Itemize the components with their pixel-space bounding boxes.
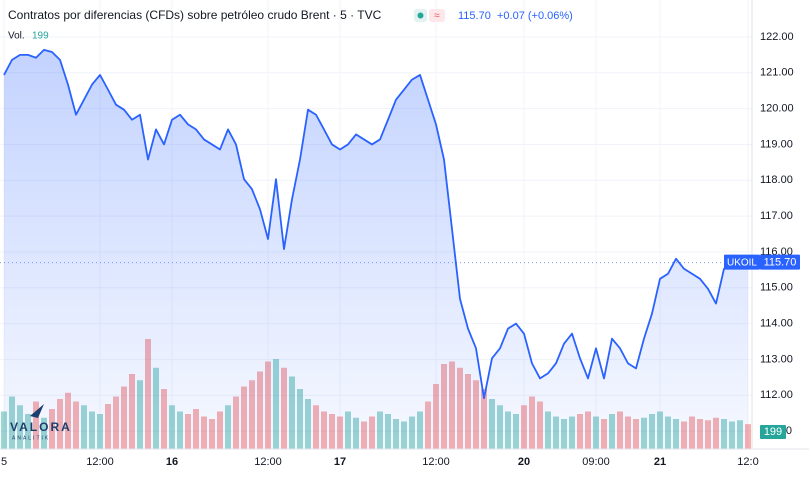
x-tick-label: 16	[166, 456, 178, 468]
price-change: +0.07 (+0.06%)	[497, 10, 573, 22]
y-tick-label: 115.00	[760, 282, 793, 294]
y-tick-label: 119.00	[760, 138, 793, 150]
header-icons: ≈	[414, 9, 445, 22]
y-tick-label: 113.00	[760, 353, 793, 365]
y-tick-label: 112.00	[760, 389, 793, 401]
y-tick-label: 118.00	[760, 174, 793, 186]
x-tick-label: 12:0	[737, 456, 758, 468]
x-tick-label: 12:00	[254, 456, 282, 468]
x-tick-label: 12:00	[86, 456, 114, 468]
chart-title: Contratos por diferencias (CFDs) sobre p…	[8, 8, 382, 22]
volume-title: Vol.	[8, 31, 25, 42]
y-tick-label: 122.00	[760, 31, 794, 43]
volume-badge-label: 199	[764, 426, 782, 438]
volume-last: 199	[32, 31, 49, 42]
y-tick-label: 121.00	[760, 67, 794, 79]
symbol-badge	[724, 254, 760, 270]
last-price-badge	[760, 254, 800, 270]
y-tick-label: 120.00	[760, 103, 794, 115]
logo-subtext: ANALITIK	[12, 435, 50, 441]
symbol-label: UKOIL	[727, 257, 757, 268]
price-line	[3, 48, 749, 400]
y-tick-label: 117.00	[760, 210, 793, 222]
last-price: 115.70	[458, 10, 491, 22]
y-tick-label: 114.00	[760, 318, 793, 330]
x-tick-label: 12:00	[422, 456, 450, 468]
y-tick-label: 116.00	[760, 246, 793, 258]
volume-badge	[760, 425, 786, 439]
x-tick-label: 17	[334, 456, 346, 468]
svg-text:≈: ≈	[434, 11, 440, 22]
x-tick-label: 09:00	[582, 456, 610, 468]
x-tick-label: 20	[518, 456, 530, 468]
logo: VALORA ANALITIK	[10, 404, 72, 441]
x-tick-label: 5	[1, 456, 7, 468]
last-price-label: 115.70	[764, 257, 797, 269]
logo-text: VALORA	[10, 420, 72, 434]
x-tick-label: 21	[654, 456, 666, 468]
